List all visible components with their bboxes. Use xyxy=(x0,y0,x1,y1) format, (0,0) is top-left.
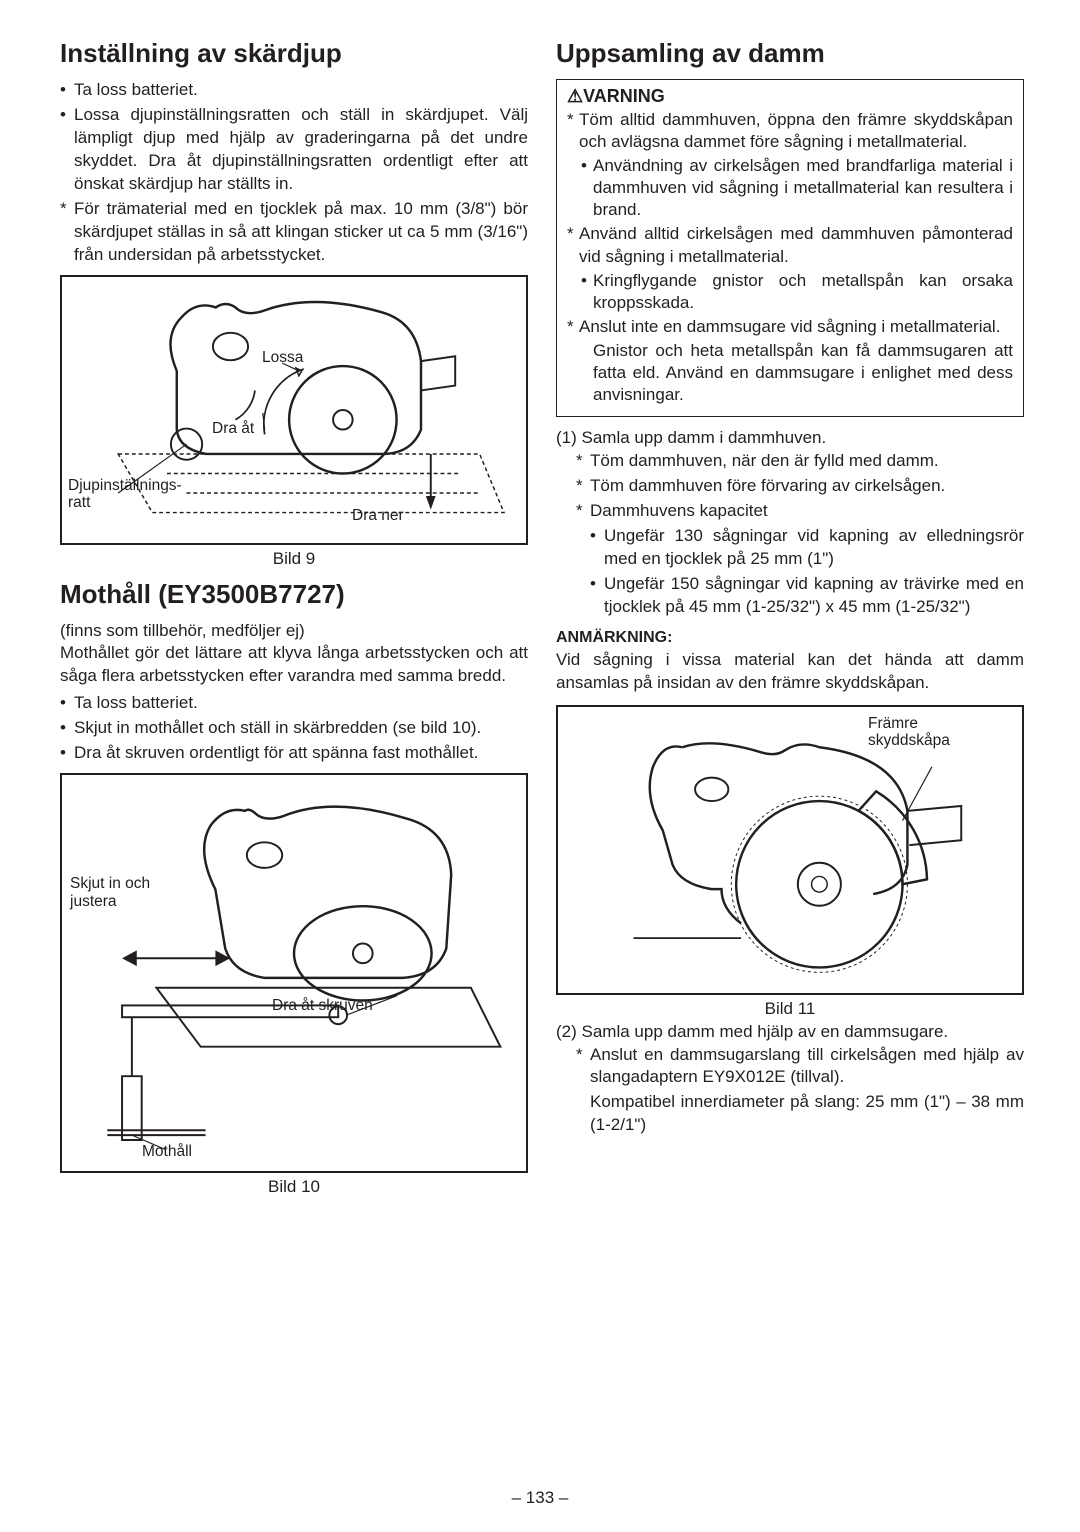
item-2-head: (2) Samla upp damm med hjälp av en damms… xyxy=(556,1021,1024,1044)
section-title-damm: Uppsamling av damm xyxy=(556,38,1024,69)
fig9-label-lossa: Lossa xyxy=(262,349,303,367)
warning-list: *Töm alltid dammhuven, öppna den främre … xyxy=(567,109,1013,406)
fig9-label-ratt: Djupinställnings- ratt xyxy=(68,477,182,513)
list-item: *Anslut en dammsugarslang till cirkelsåg… xyxy=(576,1044,1024,1090)
left-column: Inställning av skärdjup •Ta loss batteri… xyxy=(60,38,528,1207)
page-number: – 133 – xyxy=(0,1488,1080,1508)
list-item: •Lossa djupinställningsratten och ställ … xyxy=(60,104,528,196)
list-item: *Använd alltid cirkelsågen med dammhuven… xyxy=(567,223,1013,267)
fig11-label-framre: Främre skyddskåpa xyxy=(868,715,950,751)
list-item: *Anslut inte en dammsugare vid sågning i… xyxy=(567,316,1013,338)
fig10-label-mothall: Mothåll xyxy=(142,1143,192,1161)
list-item: •Användning av cirkelsågen med brandfarl… xyxy=(567,155,1013,221)
list-item: •Ta loss batteriet. xyxy=(60,79,528,102)
mothall-body: Mothållet gör det lättare att klyva lång… xyxy=(60,642,528,688)
list-item: •Kringflygande gnistor och metallspån ka… xyxy=(567,270,1013,314)
list-item: *Dammhuvens kapacitet xyxy=(576,500,1024,523)
fig9-label-draner: Dra ner xyxy=(352,507,404,525)
item-1-head: (1) Samla upp damm i dammhuven. xyxy=(556,427,1024,450)
figure-10-caption: Bild 10 xyxy=(60,1177,528,1197)
figure-9-caption: Bild 9 xyxy=(60,549,528,569)
list-item: Gnistor och heta metallspån kan få damms… xyxy=(567,340,1013,406)
list-item: *För trämaterial med en tjocklek på max.… xyxy=(60,198,528,267)
warning-box: ⚠VARNING *Töm alltid dammhuven, öppna de… xyxy=(556,79,1024,417)
list-item: Kompatibel innerdiameter på slang: 25 mm… xyxy=(576,1091,1024,1137)
figure-11-box: Främre skyddskåpa xyxy=(556,705,1024,995)
figure-10-drawing xyxy=(68,781,520,1165)
note-heading: ANMÄRKNING: xyxy=(556,629,1024,647)
list-item: *Töm dammhuven, när den är fylld med dam… xyxy=(576,450,1024,473)
fig10-label-draskruv: Dra åt skruven xyxy=(272,997,373,1015)
figure-11-caption: Bild 11 xyxy=(556,999,1024,1019)
figure-9-box: Lossa Dra åt Djupinställnings- ratt Dra … xyxy=(60,275,528,545)
list-item: •Ta loss batteriet. xyxy=(60,692,528,715)
list-item: *Töm dammhuven före förvaring av cirkels… xyxy=(576,475,1024,498)
list-item: •Ungefär 150 sågningar vid kapning av tr… xyxy=(576,573,1024,619)
item-1-sublist: *Töm dammhuven, när den är fylld med dam… xyxy=(556,450,1024,619)
list-item: •Ungefär 130 sågningar vid kapning av el… xyxy=(576,525,1024,571)
mothall-list: •Ta loss batteriet.•Skjut in mothållet o… xyxy=(60,692,528,765)
list-item: •Skjut in mothållet och ställ in skärbre… xyxy=(60,717,528,740)
list-item: *Töm alltid dammhuven, öppna den främre … xyxy=(567,109,1013,153)
warning-title: ⚠VARNING xyxy=(567,86,1013,107)
item-2-sublist: *Anslut en dammsugarslang till cirkelsåg… xyxy=(556,1044,1024,1138)
fig10-label-skjut: Skjut in och justera xyxy=(70,875,150,911)
figure-11-drawing xyxy=(564,713,1016,987)
figure-10-box: Skjut in och justera Dra åt skruven Moth… xyxy=(60,773,528,1173)
list-item: •Dra åt skruven ordentligt för att spänn… xyxy=(60,742,528,765)
mothall-intro: (finns som tillbehör, medföljer ej) xyxy=(60,620,528,643)
skardjup-list: •Ta loss batteriet.•Lossa djupinställnin… xyxy=(60,79,528,267)
section-title-skardjup: Inställning av skärdjup xyxy=(60,38,528,69)
section-title-mothall: Mothåll (EY3500B7727) xyxy=(60,579,528,610)
note-body: Vid sågning i vissa material kan det hän… xyxy=(556,649,1024,695)
fig9-label-draat: Dra åt xyxy=(212,420,254,438)
right-column: Uppsamling av damm ⚠VARNING *Töm alltid … xyxy=(556,38,1024,1207)
